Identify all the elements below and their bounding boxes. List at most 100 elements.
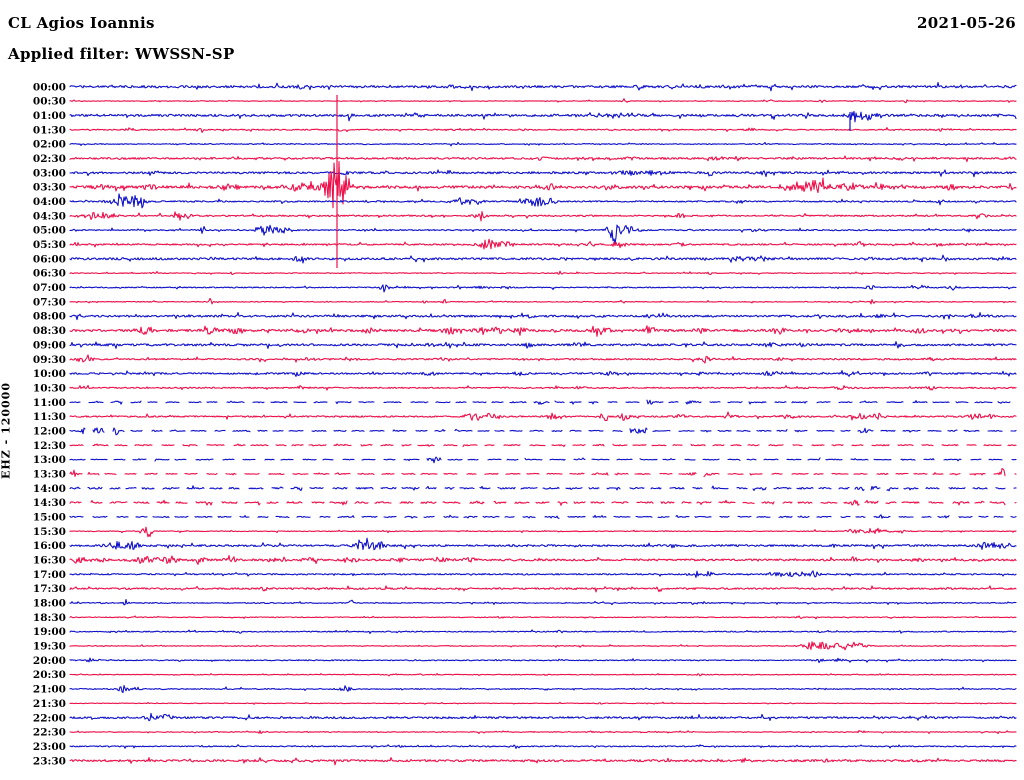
station-title: CL Agios Ioannis <box>8 14 155 32</box>
time-label: 07:30 <box>33 296 66 308</box>
trace-row-0700 <box>69 284 1017 293</box>
trace-row-0930 <box>69 354 1017 364</box>
time-label: 01:00 <box>33 110 66 122</box>
time-label: 09:30 <box>33 354 66 366</box>
time-label: 16:00 <box>33 540 66 552</box>
trace-row-1630 <box>69 554 1017 565</box>
time-label: 17:30 <box>33 583 66 595</box>
trace-row-0900 <box>69 341 1017 349</box>
trace-row-1200 <box>69 427 1017 436</box>
time-label: 03:00 <box>33 167 66 179</box>
trace-row-1230 <box>69 443 1017 448</box>
time-label: 02:00 <box>33 139 66 151</box>
trace-row-0800 <box>69 311 1017 321</box>
trace-row-0030 <box>69 98 1017 104</box>
trace-row-0600 <box>69 254 1017 264</box>
time-label: 10:30 <box>33 382 66 394</box>
time-label: 14:00 <box>33 483 66 495</box>
time-label: 06:00 <box>33 253 66 265</box>
time-label: 10:00 <box>33 368 66 380</box>
time-label: 03:30 <box>33 182 66 194</box>
time-label: 21:30 <box>33 698 66 710</box>
trace-row-1030 <box>69 384 1017 391</box>
trace-row-2030 <box>69 672 1017 677</box>
time-label: 12:00 <box>33 426 66 438</box>
time-label: 21:00 <box>33 684 66 696</box>
filter-label: Applied filter: WWSSN-SP <box>8 45 235 63</box>
date-label: 2021-05-26 <box>917 14 1016 32</box>
trace-row-0830 <box>69 325 1017 337</box>
time-label: 11:30 <box>33 411 66 423</box>
time-label: 05:30 <box>33 239 66 251</box>
trace-row-0500 <box>69 224 1017 245</box>
trace-row-2200 <box>69 712 1017 722</box>
time-label: 15:30 <box>33 526 66 538</box>
time-label: 20:00 <box>33 655 66 667</box>
time-label: 04:00 <box>33 196 66 208</box>
trace-row-0330 <box>69 160 1017 209</box>
time-label: 18:00 <box>33 598 66 610</box>
time-label: 19:00 <box>33 626 66 638</box>
time-label: 17:00 <box>33 569 66 581</box>
trace-row-0200 <box>69 141 1017 147</box>
trace-row-1300 <box>69 456 1017 464</box>
trace-row-2300 <box>69 744 1017 749</box>
trace-row-0430 <box>69 211 1017 222</box>
trace-row-1430 <box>69 499 1017 506</box>
time-label: 08:30 <box>33 325 66 337</box>
trace-row-1800 <box>69 598 1017 606</box>
time-label: 18:30 <box>33 612 66 624</box>
trace-row-0000 <box>69 81 1017 92</box>
trace-row-1930 <box>69 641 1017 651</box>
time-label: 00:00 <box>33 81 66 93</box>
time-label: 09:00 <box>33 339 66 351</box>
trace-row-1530 <box>69 526 1017 538</box>
trace-row-2000 <box>69 657 1017 664</box>
time-label: 22:00 <box>33 712 66 724</box>
trace-row-1100 <box>69 399 1011 405</box>
time-label: 12:30 <box>33 440 66 452</box>
trace-row-0100 <box>69 110 1017 123</box>
time-label: 06:30 <box>33 268 66 280</box>
time-label: 08:00 <box>33 311 66 323</box>
time-label: 23:00 <box>33 741 66 753</box>
trace-row-0130 <box>69 127 1017 133</box>
time-label: 05:00 <box>33 225 66 237</box>
trace-row-0400 <box>69 193 1017 209</box>
trace-row-1830 <box>69 615 1017 620</box>
trace-row-2130 <box>69 701 1017 705</box>
trace-row-1700 <box>69 570 1017 578</box>
trace-row-0530 <box>69 238 1017 250</box>
time-label: 02:30 <box>33 153 66 165</box>
trace-row-2230 <box>69 729 1017 735</box>
time-label: 22:30 <box>33 727 66 739</box>
time-label: 04:30 <box>33 210 66 222</box>
time-label: 11:00 <box>33 397 66 409</box>
trace-row-2100 <box>69 685 1017 694</box>
trace-row-2330 <box>69 757 1017 766</box>
time-label: 19:30 <box>33 641 66 653</box>
time-label: 16:30 <box>33 555 66 567</box>
trace-row-0300 <box>69 169 1017 178</box>
trace-row-1900 <box>69 629 1017 635</box>
time-label: 01:30 <box>33 124 66 136</box>
time-label: 15:00 <box>33 512 66 524</box>
trace-row-1000 <box>69 370 1017 377</box>
trace-row-1730 <box>69 585 1017 593</box>
time-label: 13:30 <box>33 469 66 481</box>
trace-row-1500 <box>69 514 1017 519</box>
trace-row-1400 <box>69 485 1017 492</box>
trace-row-0230 <box>69 155 1017 163</box>
time-label: 07:00 <box>33 282 66 294</box>
time-label: 14:30 <box>33 497 66 509</box>
time-label: 23:30 <box>33 755 66 767</box>
time-label: 20:30 <box>33 669 66 681</box>
trace-row-0630 <box>69 270 1017 275</box>
trace-row-1600 <box>69 537 1017 551</box>
time-label: 00:30 <box>33 96 66 108</box>
trace-row-0730 <box>69 297 1017 305</box>
time-label: 13:00 <box>33 454 66 466</box>
trace-row-1330 <box>69 468 1017 478</box>
